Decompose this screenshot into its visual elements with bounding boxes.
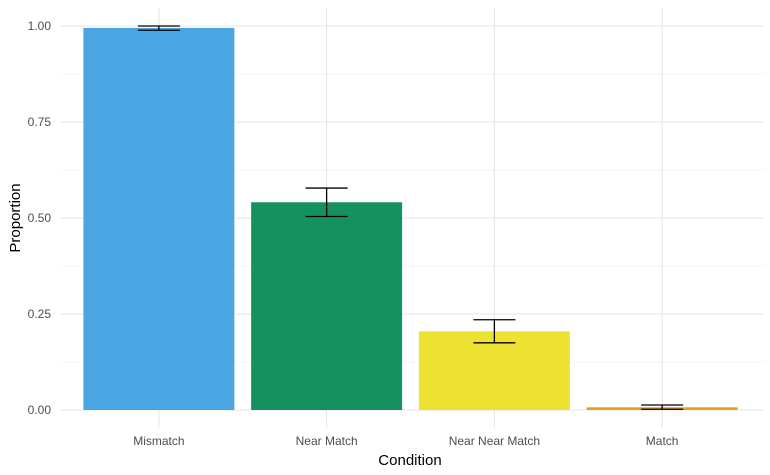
bar-near-near-match <box>418 331 570 410</box>
y-axis-title: Proportion <box>7 183 24 252</box>
x-tick-label: Near Near Match <box>449 434 540 448</box>
x-tick-labels: Mismatch Near Match Near Near Match Match <box>133 434 678 448</box>
error-bar <box>305 187 348 218</box>
error-bars <box>137 25 684 410</box>
x-tick-label: Near Match <box>296 434 358 448</box>
error-bar <box>137 25 180 31</box>
x-axis-title: Condition <box>378 452 441 469</box>
x-tick-label: Mismatch <box>133 434 184 448</box>
y-tick-label: 0.25 <box>28 307 52 321</box>
y-tick-label: 1.00 <box>28 19 52 33</box>
y-tick-label: 0.50 <box>28 211 52 225</box>
y-tick-label: 0.75 <box>28 115 52 129</box>
y-tick-labels: 0.00 0.25 0.50 0.75 1.00 <box>28 19 52 417</box>
bars <box>83 27 738 410</box>
bar-mismatch <box>83 27 235 410</box>
error-bar <box>473 319 516 344</box>
y-tick-label: 0.00 <box>28 403 52 417</box>
error-bar <box>641 404 684 410</box>
bar-near-match <box>251 202 403 410</box>
x-tick-label: Match <box>646 434 679 448</box>
